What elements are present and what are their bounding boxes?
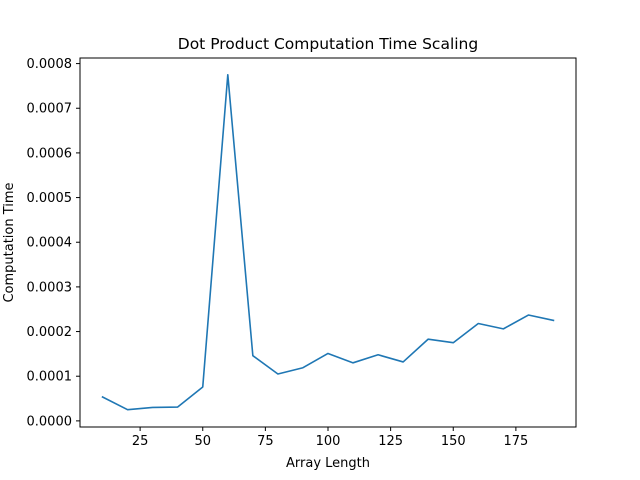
data-point bbox=[478, 323, 480, 325]
plot-frame bbox=[79, 57, 577, 428]
data-point bbox=[227, 74, 229, 76]
data-point bbox=[402, 361, 404, 363]
chart-title: Dot Product Computation Time Scaling bbox=[178, 35, 478, 53]
y-tick-label: 0.0007 bbox=[27, 102, 73, 117]
data-point bbox=[452, 342, 454, 344]
data-point bbox=[327, 353, 329, 355]
data-point bbox=[277, 373, 279, 375]
y-tick-label: 0.0005 bbox=[27, 191, 73, 206]
x-tick-label: 75 bbox=[257, 434, 274, 449]
data-point bbox=[127, 409, 129, 411]
series-group bbox=[101, 73, 555, 411]
x-tick-label: 100 bbox=[316, 434, 341, 449]
data-point bbox=[152, 407, 154, 409]
data-point bbox=[202, 386, 204, 388]
data-point bbox=[528, 314, 530, 316]
y-tick-label: 0.0001 bbox=[27, 370, 73, 385]
data-point bbox=[553, 320, 555, 322]
data-point bbox=[377, 354, 379, 356]
y-tick-label: 0.0008 bbox=[27, 57, 73, 72]
y-tick-label: 0.0003 bbox=[27, 280, 73, 295]
plot-area bbox=[80, 58, 576, 427]
y-tick-label: 0.0006 bbox=[27, 146, 73, 161]
x-tick-label: 150 bbox=[441, 434, 466, 449]
data-point bbox=[102, 396, 104, 398]
y-tick-label: 0.0000 bbox=[27, 414, 73, 429]
x-tick-label: 125 bbox=[378, 434, 403, 449]
x-axis-label: Array Length bbox=[286, 456, 370, 471]
x-tick-label: 25 bbox=[132, 434, 149, 449]
data-point bbox=[252, 355, 254, 357]
data-point bbox=[177, 406, 179, 408]
data-point bbox=[427, 338, 429, 340]
x-axis: 25 50 75 100 125 150 175 bbox=[132, 427, 528, 449]
series-line bbox=[101, 73, 555, 411]
y-axis-label: Computation Time bbox=[2, 182, 17, 302]
x-tick-label: 50 bbox=[194, 434, 211, 449]
y-tick-label: 0.0002 bbox=[27, 325, 73, 340]
x-tick-label: 175 bbox=[503, 434, 528, 449]
y-axis: 0.0000 0.0001 0.0002 0.0003 0.0004 0.0005 0.00… bbox=[27, 57, 80, 429]
y-tick-label: 0.0004 bbox=[27, 236, 73, 251]
data-point bbox=[302, 367, 304, 369]
data-point bbox=[352, 362, 354, 364]
data-point bbox=[503, 328, 505, 330]
